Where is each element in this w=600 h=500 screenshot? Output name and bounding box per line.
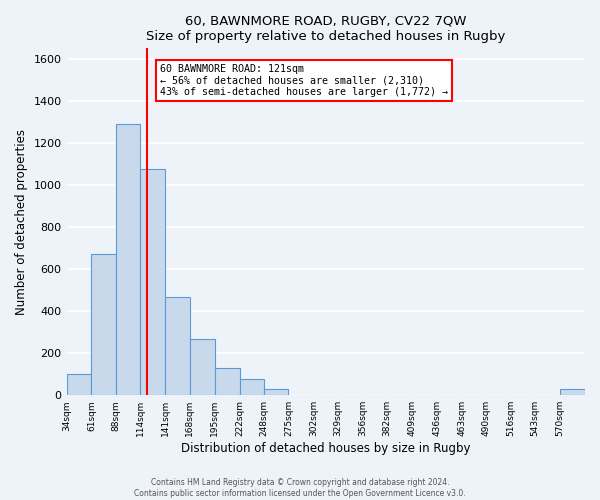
X-axis label: Distribution of detached houses by size in Rugby: Distribution of detached houses by size … [181,442,470,455]
Bar [116,124,140,395]
Bar [165,298,190,395]
Y-axis label: Number of detached properties: Number of detached properties [15,129,28,315]
Bar [91,254,116,395]
Bar [215,368,239,395]
Bar [263,389,289,395]
Bar [560,389,585,395]
Text: 60 BAWNMORE ROAD: 121sqm
← 56% of detached houses are smaller (2,310)
43% of sem: 60 BAWNMORE ROAD: 121sqm ← 56% of detach… [160,64,448,97]
Title: 60, BAWNMORE ROAD, RUGBY, CV22 7QW
Size of property relative to detached houses : 60, BAWNMORE ROAD, RUGBY, CV22 7QW Size … [146,15,505,43]
Bar [140,169,165,395]
Text: Contains HM Land Registry data © Crown copyright and database right 2024.
Contai: Contains HM Land Registry data © Crown c… [134,478,466,498]
Bar [67,374,91,395]
Bar [239,380,263,395]
Bar [190,340,215,395]
